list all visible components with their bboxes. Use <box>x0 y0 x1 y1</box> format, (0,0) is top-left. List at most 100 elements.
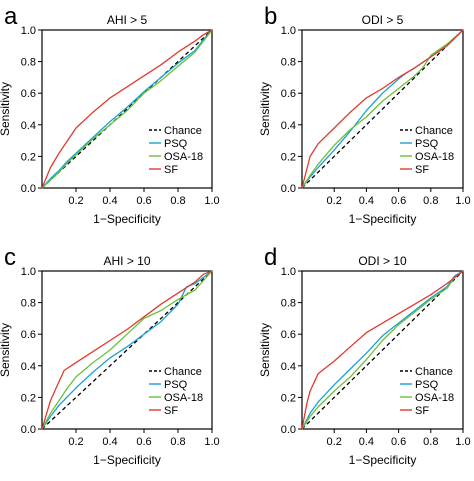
y-tick-label: 0.0 <box>21 424 36 436</box>
series-line-sf <box>301 270 464 430</box>
series-line-psq <box>301 270 464 430</box>
panel-title: ODI > 5 <box>362 13 404 27</box>
series-line-sf <box>41 29 213 189</box>
x-tick-label: 0.4 <box>102 195 117 207</box>
series-line-chance <box>41 270 213 430</box>
legend-entry: OSA-18 <box>164 392 203 404</box>
series-line-sf <box>41 270 213 430</box>
panel-title: ODI > 10 <box>358 254 407 268</box>
y-tick-label: 0.6 <box>281 329 296 341</box>
y-tick-label: 1.0 <box>281 266 296 278</box>
y-tick-label: 0.4 <box>21 120 36 132</box>
y-tick-label: 0.6 <box>281 88 296 100</box>
y-tick-label: 1.0 <box>21 266 36 278</box>
y-tick-label: 0.6 <box>21 329 36 341</box>
y-axis-label: Sensitivity <box>258 82 272 136</box>
y-tick-label: 0.0 <box>21 183 36 195</box>
x-tick-label: 0.6 <box>136 195 151 207</box>
series-line-osa-18 <box>301 29 464 189</box>
series-line-osa-18 <box>41 29 213 189</box>
y-tick-label: 0.0 <box>281 183 296 195</box>
series-line-psq <box>41 29 213 189</box>
x-tick-label: 0.6 <box>136 436 151 448</box>
x-axis-label: 1−Specificity <box>93 453 161 467</box>
legend-entry: Chance <box>415 125 453 137</box>
y-tick-label: 0.2 <box>281 151 296 163</box>
x-tick-label: 0.8 <box>170 195 185 207</box>
x-tick-label: 0.2 <box>327 436 342 448</box>
x-tick-label: 1.0 <box>455 195 470 207</box>
series-line-chance <box>41 29 213 189</box>
roc-panel-d: d ODI > 10 0.0 0.2 0.4 0.6 0.8 1.0 0.2 0.4 0.6 0.8 1… <box>258 244 471 467</box>
y-tick-label: 0.2 <box>281 392 296 404</box>
y-tick-label: 0.4 <box>281 120 296 132</box>
y-axis-label: Sensitivity <box>258 323 272 377</box>
legend-entry: OSA-18 <box>415 392 454 404</box>
x-tick-label: 0.4 <box>102 436 117 448</box>
legend-entry: Chance <box>164 366 202 378</box>
x-tick-label: 0.6 <box>391 436 406 448</box>
plot-frame <box>301 270 464 430</box>
y-tick-label: 0.0 <box>281 424 296 436</box>
y-axis-label: Sensitivity <box>0 323 12 377</box>
x-tick-label: 0.8 <box>170 436 185 448</box>
series-line-sf <box>301 29 464 189</box>
panel-letter: b <box>264 3 277 30</box>
series-line-chance <box>301 270 464 430</box>
x-tick-label: 0.2 <box>327 195 342 207</box>
roc-panel-b: b ODI > 5 0.0 0.2 0.4 0.6 0.8 1.0 0.2 0.4 0.6 0.8 1.… <box>258 3 471 226</box>
y-tick-label: 1.0 <box>281 25 296 37</box>
legend-entry: PSQ <box>164 379 188 391</box>
y-tick-label: 0.2 <box>21 392 36 404</box>
x-tick-label: 0.2 <box>68 195 83 207</box>
x-tick-label: 1.0 <box>204 195 219 207</box>
y-tick-label: 0.8 <box>281 298 296 310</box>
panel-title: AHI > 10 <box>103 254 150 268</box>
x-tick-label: 0.6 <box>391 195 406 207</box>
legend-entry: SF <box>164 405 178 417</box>
legend-entry: OSA-18 <box>164 151 203 163</box>
legend-entry: Chance <box>164 125 202 137</box>
legend-entry: SF <box>415 405 429 417</box>
plot-frame <box>301 29 464 189</box>
panel-letter: a <box>4 3 18 30</box>
plot-frame <box>41 29 213 189</box>
legend-entry: OSA-18 <box>415 151 454 163</box>
x-tick-label: 0.4 <box>359 436 374 448</box>
x-axis-label: 1−Specificity <box>349 453 417 467</box>
y-tick-label: 0.4 <box>21 361 36 373</box>
legend-entry: SF <box>415 164 429 176</box>
plot-frame <box>41 270 213 430</box>
x-tick-label: 1.0 <box>455 436 470 448</box>
series-line-psq <box>41 270 213 430</box>
x-tick-label: 0.8 <box>423 436 438 448</box>
panel-letter: d <box>264 244 277 271</box>
y-axis-label: Sensitivity <box>0 82 12 136</box>
series-line-chance <box>301 29 464 189</box>
x-axis-label: 1−Specificity <box>349 212 417 226</box>
legend-entry: Chance <box>415 366 453 378</box>
x-tick-label: 0.4 <box>359 195 374 207</box>
panel-title: AHI > 5 <box>107 13 148 27</box>
y-tick-label: 0.8 <box>281 57 296 69</box>
legend-entry: PSQ <box>415 138 439 150</box>
x-tick-label: 0.8 <box>423 195 438 207</box>
x-tick-label: 1.0 <box>204 436 219 448</box>
roc-panel-c: c AHI > 10 0.0 0.2 0.4 0.6 0.8 1.0 0.2 0.4 0.6 0.8 1… <box>0 244 220 467</box>
y-tick-label: 0.2 <box>21 151 36 163</box>
roc-panel-a: a AHI > 5 0.0 0.2 0.4 0.6 0.8 1.0 0.2 0.4 0.6 0.8 1.… <box>0 3 220 226</box>
legend-entry: PSQ <box>415 379 439 391</box>
legend-entry: PSQ <box>164 138 188 150</box>
y-tick-label: 0.4 <box>281 361 296 373</box>
x-axis-label: 1−Specificity <box>93 212 161 226</box>
y-tick-label: 0.8 <box>21 57 36 69</box>
legend-entry: SF <box>164 164 178 176</box>
series-line-osa-18 <box>301 270 464 430</box>
y-tick-label: 0.6 <box>21 88 36 100</box>
y-tick-label: 1.0 <box>21 25 36 37</box>
x-tick-label: 0.2 <box>68 436 83 448</box>
panel-letter: c <box>4 244 16 271</box>
series-line-osa-18 <box>41 270 213 430</box>
y-tick-label: 0.8 <box>21 298 36 310</box>
